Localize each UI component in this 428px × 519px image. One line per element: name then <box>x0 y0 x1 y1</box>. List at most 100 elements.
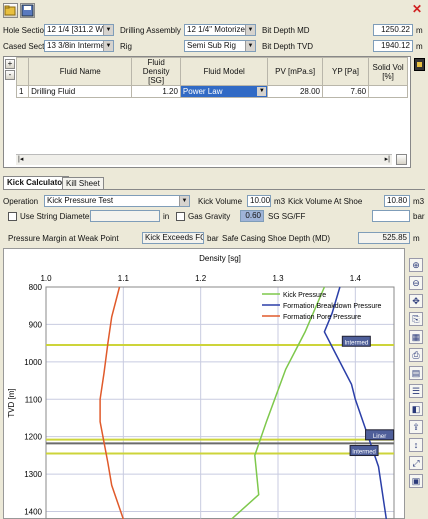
y-tick-label: 900 <box>29 320 43 329</box>
table-header-row: Fluid Name Fluid Density [SG] Fluid Mode… <box>15 57 408 86</box>
add-row-button[interactable]: + <box>5 59 15 69</box>
fluid-table: Fluid Name Fluid Density [SG] Fluid Mode… <box>15 57 408 98</box>
plot-area <box>45 286 395 519</box>
tab-kill-sheet[interactable]: Kill Sheet <box>62 177 104 190</box>
y-tick-label: 1200 <box>24 433 42 442</box>
save-chart-icon[interactable]: ◧ <box>409 402 423 416</box>
pressure-margin-field: Kick Exceeds FG <box>142 232 204 244</box>
kick-vol-at-shoe-unit: m3 <box>413 197 425 206</box>
density-depth-chart[interactable]: Density [sg] 1.0 1.1 1.2 1.3 1.4 800 900 1000 110… <box>4 249 404 519</box>
tab-kick-calculator[interactable]: Kick Calculator <box>3 176 70 189</box>
y-tick-label: 1400 <box>24 508 42 517</box>
horizontal-scrollbar[interactable]: |◂ ▸| <box>16 154 392 165</box>
expand-grid-icon[interactable] <box>396 154 407 165</box>
bit-depth-md-field[interactable]: 1250.22 <box>373 24 413 36</box>
casing-tag-label: Intermed <box>344 340 368 346</box>
operation-label: Operation <box>3 197 39 206</box>
cell-fluid-model[interactable]: Power Law ▼ <box>179 85 269 98</box>
bit-depth-tvd-field[interactable]: 1940.12 <box>373 40 413 52</box>
extra-value-unit: bar <box>413 212 425 221</box>
chart-toolbar: ⊕ ⊖ ✥ ⎘ ▦ ⎙ ▤ ☰ ◧ ⇪ ↕ ⤢ ▣ <box>407 258 425 498</box>
fit-icon[interactable]: ⤢ <box>409 456 423 470</box>
extra-value-field[interactable] <box>372 210 410 222</box>
cell-fluid-name[interactable]: Drilling Fluid <box>28 85 133 98</box>
kick-volume-unit: m3 <box>274 197 286 206</box>
col-pv: PV [mPa.s] <box>267 57 323 86</box>
col-solid-vol: Solid Vol [%] <box>368 57 408 86</box>
y-tick-label: 800 <box>29 283 43 292</box>
kick-volume-field[interactable]: 10.00 <box>247 195 271 207</box>
gas-gravity-label: Gas Gravity <box>188 212 231 221</box>
y-tick-label: 1100 <box>25 395 43 404</box>
legend-icon[interactable]: ▣ <box>409 474 423 488</box>
pan-icon[interactable]: ✥ <box>409 294 423 308</box>
safe-depth-label: Safe Casing Shoe Depth (MD) <box>222 234 331 243</box>
chevron-down-icon: ▼ <box>103 41 113 51</box>
save-icon[interactable] <box>20 3 35 18</box>
x-tick-label: 1.3 <box>272 274 284 283</box>
use-string-diameter-checkbox[interactable] <box>8 212 17 221</box>
chart-panel: Density [sg] 1.0 1.1 1.2 1.3 1.4 800 900 1000 110… <box>3 248 405 519</box>
x-tick-label: 1.4 <box>350 274 362 283</box>
kick-vol-at-shoe-label: Kick Volume At Shoe <box>288 197 363 206</box>
rig-select[interactable]: Semi Sub Rig ▼ <box>184 40 256 52</box>
legend-entry: Kick Pressure <box>283 292 326 299</box>
open-folder-icon <box>4 5 16 16</box>
hole-section-label: Hole Section <box>3 26 49 35</box>
cell-solid-vol[interactable] <box>368 85 408 98</box>
print-icon[interactable]: ⎙ <box>409 348 423 362</box>
cell-yp[interactable]: 7.60 <box>321 85 370 98</box>
operation-value: Kick Pressure Test <box>47 196 114 205</box>
tab-panel-border <box>3 189 425 190</box>
scroll-left-icon[interactable]: |◂ <box>18 156 24 163</box>
drilling-assembly-select[interactable]: 12 1/4" Motorized ▼ <box>184 24 256 36</box>
series-line <box>231 286 326 519</box>
string-diameter-field[interactable] <box>90 210 160 222</box>
casing-tag <box>349 445 379 457</box>
x-tick-label: 1.2 <box>195 274 207 283</box>
zoom-axis-icon[interactable]: ↕ <box>409 438 423 452</box>
fluid-model-value: Power Law <box>182 87 223 96</box>
cased-section-label: Cased Section <box>3 42 56 51</box>
bit-depth-md-unit: m <box>416 26 423 35</box>
close-icon[interactable]: ✕ <box>412 2 423 16</box>
remove-row-button[interactable]: - <box>5 70 15 80</box>
casing-tag <box>341 335 371 347</box>
drilling-assembly-label: Drilling Assembly <box>120 26 181 35</box>
chevron-down-icon: ▼ <box>245 41 255 51</box>
col-yp: YP [Pa] <box>321 57 370 86</box>
row-index: 1 <box>15 85 30 98</box>
casing-tag-label: Intermed <box>352 450 376 456</box>
rig-label: Rig <box>120 42 133 51</box>
zoom-out-icon[interactable]: ⊖ <box>409 276 423 290</box>
cell-density[interactable]: 1.20 <box>131 85 181 98</box>
cell-pv[interactable]: 28.00 <box>267 85 323 98</box>
gas-gravity-field[interactable]: 0.60 <box>240 210 264 222</box>
export-icon[interactable]: ⇪ <box>409 420 423 434</box>
kick-vol-at-shoe-field[interactable]: 10.80 <box>384 195 410 207</box>
chevron-down-icon: ▼ <box>103 25 113 35</box>
scroll-right-icon[interactable]: ▸| <box>384 156 390 163</box>
table-icon[interactable]: ☰ <box>409 384 423 398</box>
drilling-assembly-value: 12 1/4" Motorized <box>187 25 250 34</box>
zoom-in-icon[interactable]: ⊕ <box>409 258 423 272</box>
series-line <box>99 286 125 519</box>
casing-tag <box>365 429 395 441</box>
x-axis-title: Density [sg] <box>199 254 241 263</box>
col-fluid-model: Fluid Model <box>179 57 269 86</box>
kick-volume-label: Kick Volume <box>198 197 243 206</box>
x-tick-label: 1.1 <box>118 274 130 283</box>
cased-section-select[interactable]: 13 3/8in Intermed ▼ <box>44 40 114 52</box>
gas-gravity-checkbox[interactable] <box>176 212 185 221</box>
open-folder-icon[interactable] <box>3 3 18 18</box>
chart-type-icon[interactable]: ▤ <box>409 366 423 380</box>
cased-section-value: 13 3/8in Intermed <box>47 41 110 50</box>
operation-select[interactable]: Kick Pressure Test ▼ <box>44 195 190 207</box>
grid-icon[interactable]: ▦ <box>409 330 423 344</box>
hole-section-select[interactable]: 12 1/4 [311.2 W] ▼ <box>44 24 114 36</box>
fluid-grid-side-icon[interactable] <box>414 58 425 71</box>
table-row[interactable]: 1 Drilling Fluid 1.20 Power Law ▼ 28.00 7… <box>15 85 408 98</box>
copy-icon[interactable]: ⎘ <box>409 312 423 326</box>
string-diameter-unit: in <box>163 212 170 221</box>
casing-tag-label: Liner <box>373 434 386 440</box>
